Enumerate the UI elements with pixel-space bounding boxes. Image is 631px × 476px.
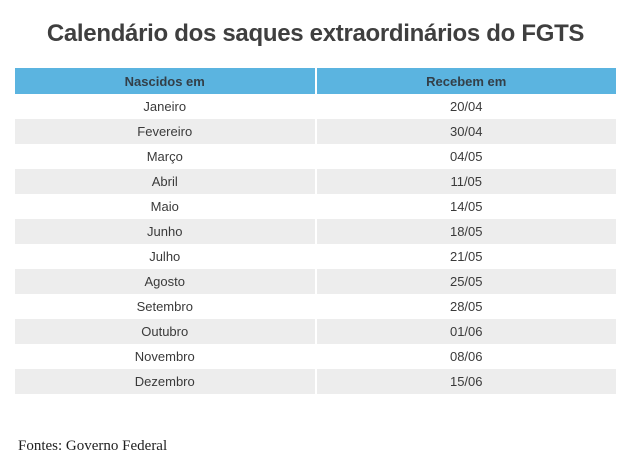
month-cell: Dezembro <box>15 369 315 394</box>
date-cell: 20/04 <box>316 94 616 119</box>
table-row: Junho 18/05 <box>15 219 616 244</box>
month-cell: Abril <box>15 169 315 194</box>
date-cell: 30/04 <box>316 119 616 144</box>
month-cell: Setembro <box>15 294 315 319</box>
table-row: Agosto 25/05 <box>15 269 616 294</box>
month-cell: Julho <box>15 244 315 269</box>
date-cell: 04/05 <box>316 144 616 169</box>
month-cell: Março <box>15 144 315 169</box>
table-row: Maio 14/05 <box>15 194 616 219</box>
table-row: Dezembro 15/06 <box>15 369 616 394</box>
table-row: Fevereiro 30/04 <box>15 119 616 144</box>
table-row: Abril 11/05 <box>15 169 616 194</box>
fgts-calendar-table: Nascidos em Recebem em Janeiro 20/04 Fev… <box>15 68 616 394</box>
date-cell: 01/06 <box>316 319 616 344</box>
date-cell: 25/05 <box>316 269 616 294</box>
table-row: Janeiro 20/04 <box>15 94 616 119</box>
month-cell: Maio <box>15 194 315 219</box>
column-header-nascidos-em: Nascidos em <box>15 68 315 94</box>
table-row: Julho 21/05 <box>15 244 616 269</box>
date-cell: 28/05 <box>316 294 616 319</box>
column-header-recebem-em: Recebem em <box>316 68 616 94</box>
month-cell: Fevereiro <box>15 119 315 144</box>
date-cell: 18/05 <box>316 219 616 244</box>
month-cell: Novembro <box>15 344 315 369</box>
month-cell: Junho <box>15 219 315 244</box>
date-cell: 14/05 <box>316 194 616 219</box>
source-attribution: Fontes: Governo Federal <box>18 438 168 454</box>
date-cell: 21/05 <box>316 244 616 269</box>
table-row: Março 04/05 <box>15 144 616 169</box>
date-cell: 15/06 <box>316 369 616 394</box>
month-cell: Outubro <box>15 319 315 344</box>
table-row: Novembro 08/06 <box>15 344 616 369</box>
table-header-row: Nascidos em Recebem em <box>15 68 616 94</box>
page-title: Calendário dos saques extraordinários do… <box>46 20 585 47</box>
date-cell: 11/05 <box>316 169 616 194</box>
month-cell: Agosto <box>15 269 315 294</box>
table-row: Setembro 28/05 <box>15 294 616 319</box>
month-cell: Janeiro <box>15 94 315 119</box>
date-cell: 08/06 <box>316 344 616 369</box>
table-row: Outubro 01/06 <box>15 319 616 344</box>
